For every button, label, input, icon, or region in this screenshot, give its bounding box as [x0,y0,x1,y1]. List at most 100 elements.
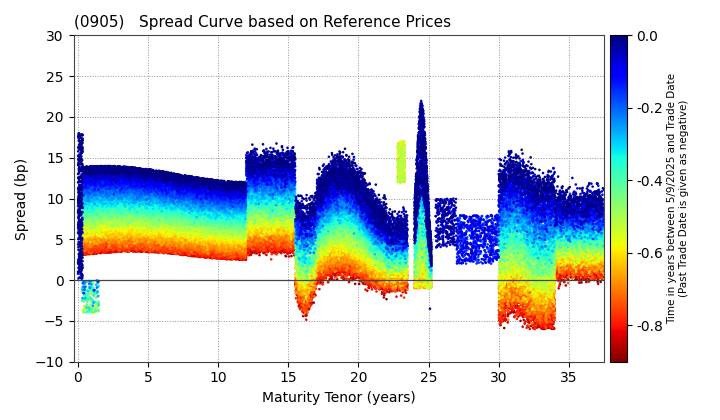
Point [307,227,319,234]
Point [320,240,332,247]
Point [217,214,228,220]
Point [228,207,240,214]
Point [96,218,107,224]
Point [168,240,179,247]
Point [564,194,575,201]
Point [144,191,156,198]
Point [329,204,341,210]
Point [374,254,385,260]
Point [571,256,582,263]
Point [531,228,543,235]
Point [376,258,387,265]
Point [105,229,117,236]
Point [204,200,216,207]
Point [577,196,589,202]
Point [253,191,264,197]
Point [276,178,288,185]
Point [233,230,244,236]
Point [246,233,257,240]
Point [99,230,111,236]
Point [223,204,235,210]
Point [410,212,421,218]
Point [336,200,348,207]
Point [291,247,302,253]
Point [370,223,382,229]
Point [199,207,211,213]
Point [364,244,375,250]
Point [518,220,530,227]
Point [366,218,377,225]
Point [421,182,433,189]
Point [128,220,140,227]
Point [194,245,205,252]
Point [179,241,191,247]
Point [569,270,580,276]
Point [258,206,269,213]
Point [211,241,222,247]
Point [212,220,224,226]
Point [387,249,398,256]
Point [143,244,154,250]
Point [139,231,150,237]
Point [231,183,243,190]
Point [380,213,392,219]
Point [145,195,156,202]
Point [76,274,88,281]
Point [130,210,142,216]
Point [176,214,188,221]
Point [251,196,262,203]
Point [523,312,535,318]
Point [169,173,181,179]
Point [78,218,89,225]
Point [84,218,95,225]
Point [85,240,96,247]
Point [266,160,278,166]
Point [557,183,568,190]
Point [399,151,410,158]
Point [390,252,401,259]
Point [240,239,251,245]
Point [179,232,190,239]
Point [513,258,524,265]
Point [156,206,167,213]
Point [332,253,343,260]
Point [77,284,89,291]
Point [498,284,510,290]
Point [364,240,376,247]
Point [105,215,117,222]
Point [516,257,528,263]
Point [73,133,84,139]
Point [494,176,505,182]
Point [224,216,235,223]
Point [379,277,390,284]
Point [361,213,372,220]
Point [143,185,154,192]
Point [382,224,394,231]
Point [125,212,136,219]
Point [590,267,602,274]
Point [238,256,249,262]
Point [272,213,284,220]
Point [166,217,177,223]
Point [199,186,211,193]
Point [332,155,343,162]
Point [243,239,255,246]
Point [500,247,511,254]
Point [163,244,174,251]
Point [166,181,178,187]
Point [147,205,158,212]
Point [333,184,344,191]
Point [410,234,421,241]
Point [331,188,343,194]
Point [471,214,482,221]
Point [181,188,193,195]
Point [273,236,284,242]
Point [98,176,109,182]
Point [534,306,546,313]
Point [593,217,604,224]
Point [549,194,561,201]
Point [395,155,407,161]
Point [249,238,261,244]
Point [109,190,121,197]
Point [145,173,157,180]
